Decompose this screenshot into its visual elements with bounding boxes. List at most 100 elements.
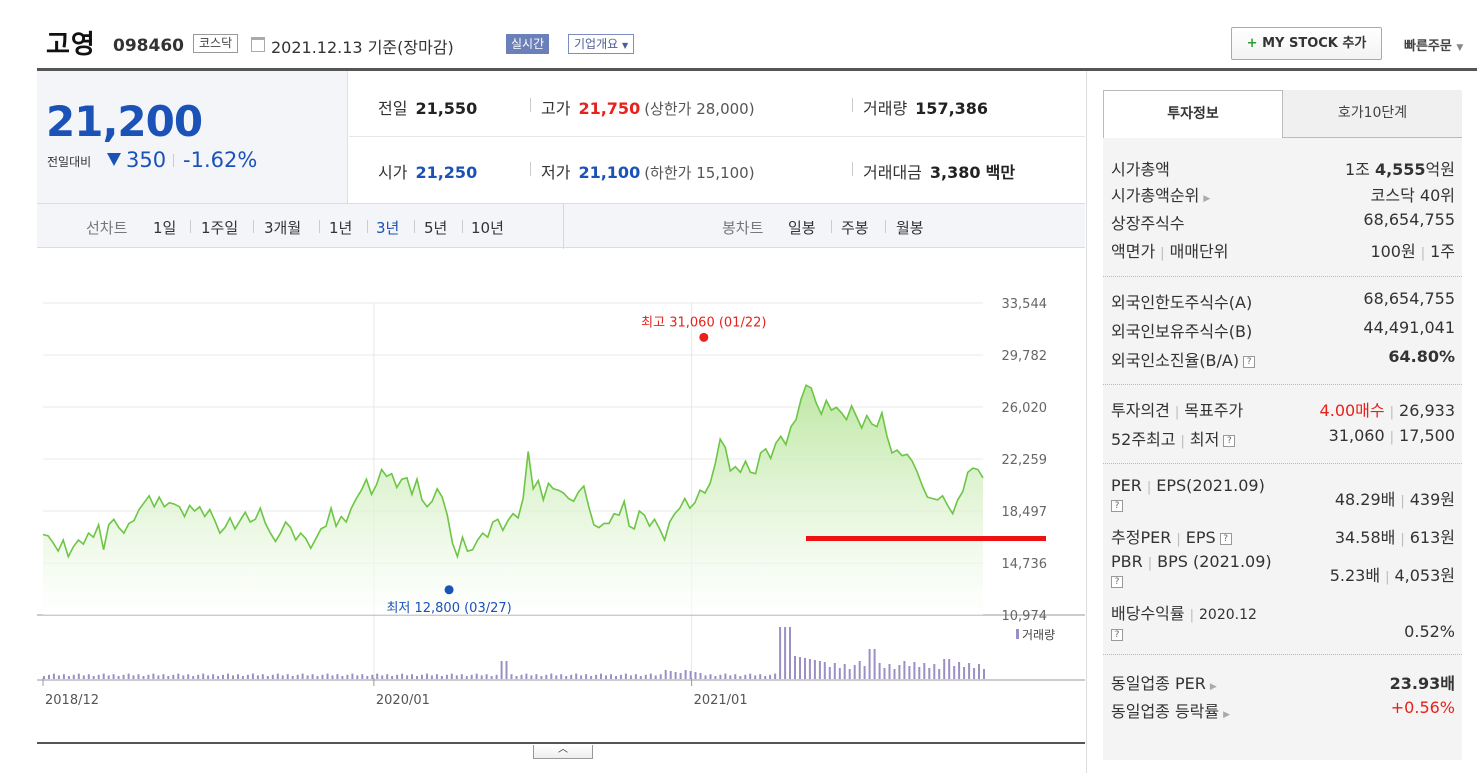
change-rate: -1.62% [183,148,258,172]
add-mystock-button[interactable]: + MY STOCK 추가 [1231,27,1382,60]
period-1w[interactable]: 1주일 [201,219,239,237]
separator [253,220,254,233]
quick-order-button[interactable]: 빠른주문 ▼ [1404,35,1463,54]
bps-value: 4,053원 [1394,566,1455,585]
tab-invest-info[interactable]: 투자정보 [1103,90,1283,138]
realtime-button[interactable]: 실시간 [506,34,550,54]
help-icon[interactable]: ? [1111,575,1123,588]
volume-bar [565,676,568,679]
volume-bar [326,673,329,679]
volume-bar [510,674,513,679]
volume-bar [296,674,299,679]
volume-bar [759,674,762,679]
volume-bar [848,669,851,679]
sector-per-link[interactable]: 동일업종 PER ▶ [1111,670,1217,694]
volume-bar [316,676,319,679]
current-price: 21,200 [46,97,203,146]
volume-bar [107,675,110,679]
help-icon[interactable]: ? [1111,628,1123,641]
y-tick-label: 18,497 [1002,505,1048,520]
volume-bar [664,670,667,679]
volume-bar [366,676,369,679]
low-price: 저가 21,100 (하한가 15,100) [541,159,755,183]
volume-bar [386,674,389,679]
cap-rank-link[interactable]: 시가총액순위 ▶ [1111,182,1210,206]
low-annotation: 최저 12,800 (03/27) [386,601,511,616]
volume-bar [426,673,428,679]
y-axis: 33,544 29,782 26,020 22,259 18,497 14,736 10,9… [1002,297,1048,624]
caret-down-icon: ▼ [622,41,629,50]
volume-bar [624,673,627,679]
help-icon[interactable]: ? [1243,355,1256,368]
candle-monthly[interactable]: 월봉 [896,219,924,237]
separator: | [1174,405,1180,420]
volume-bar [271,674,274,679]
volume-label: 거래량 [863,99,908,118]
volume-bar [649,673,652,679]
volume-bar [928,668,931,679]
period-1y[interactable]: 1년 [329,219,353,237]
candle-weekly[interactable]: 주봉 [841,219,869,237]
eps-value: 439원 [1409,490,1455,509]
opinion-label: 투자의견 [1111,401,1170,420]
collapse-chart-button[interactable]: ︿ [533,745,593,759]
est-per-row: 추정PER | EPS? 34.58배 | 613원 [1111,524,1455,550]
period-3y[interactable]: 3년 [376,219,400,237]
volume-bar [356,675,359,679]
volume-bar [863,666,866,679]
per-value-wrap: 48.29배 | 439원 [1335,486,1455,510]
candle-daily[interactable]: 일봉 [788,219,816,237]
par-unit-row: 액면가 | 매매단위 100원 | 1주 [1111,238,1455,264]
volume-bar [87,674,90,679]
help-icon[interactable]: ? [1111,499,1123,512]
volume-bar [227,673,229,679]
week52-high-label: 52주최고 [1111,430,1176,449]
volume-bar [187,674,190,679]
red-marker-bar [806,536,1046,541]
volume-bar [177,673,180,679]
sector-per-row: 동일업종 PER ▶ 23.93배 [1111,670,1455,696]
period-10y[interactable]: 10년 [471,219,504,237]
market-cap-num: 4,555 [1374,160,1426,179]
volume-bar [823,662,826,679]
cap-rank-row: 시가총액순위 ▶ 코스닥 40위 [1111,182,1455,208]
volume-bar [127,673,130,679]
volume-bar [480,675,483,679]
separator: | [1400,494,1405,509]
separator: | [1389,430,1395,445]
period-5y[interactable]: 5년 [424,219,448,237]
x-tick-label: 2020/01 [376,693,430,708]
period-1d[interactable]: 1일 [153,219,177,237]
caret-down-icon: ▼ [1456,43,1464,53]
foreign-hold-row: 외국인보유주식수(B) 44,491,041 [1111,318,1455,344]
corp-info-dropdown[interactable]: 기업개요 ▼ [568,34,635,54]
volume-bar [629,675,632,679]
separator [173,154,174,167]
help-icon[interactable]: ? [1219,532,1232,545]
volume-bar [535,674,538,679]
sector-rate-link[interactable]: 동일업종 등락률 ▶ [1111,698,1230,722]
plus-icon: + [1246,36,1258,51]
period-3m[interactable]: 3개월 [264,219,302,237]
volume-bar [430,675,433,679]
volume-bar [575,673,578,679]
volume-bar [545,674,548,679]
volume-bar [744,674,747,679]
par-label: 액면가 [1111,242,1156,261]
unit-label: 매매단위 [1169,242,1229,261]
shares-value: 68,654,755 [1363,210,1455,229]
volume-bar [689,671,692,679]
volume-bar [968,663,971,679]
change-value: 350 [126,148,167,172]
pbr-label: PBR [1111,552,1143,571]
volume-bar [197,674,200,679]
help-icon[interactable]: ? [1223,434,1236,447]
volume-bar [182,675,185,679]
volume-bar [62,674,65,679]
volume-bar [202,673,205,679]
tab-orderbook[interactable]: 호가10단계 [1283,90,1462,138]
separator [462,220,463,233]
volume-bar [739,676,742,679]
dividend-row: 배당수익률 | 2020.12? 0.52% [1111,600,1455,648]
volume-bar [67,676,70,679]
